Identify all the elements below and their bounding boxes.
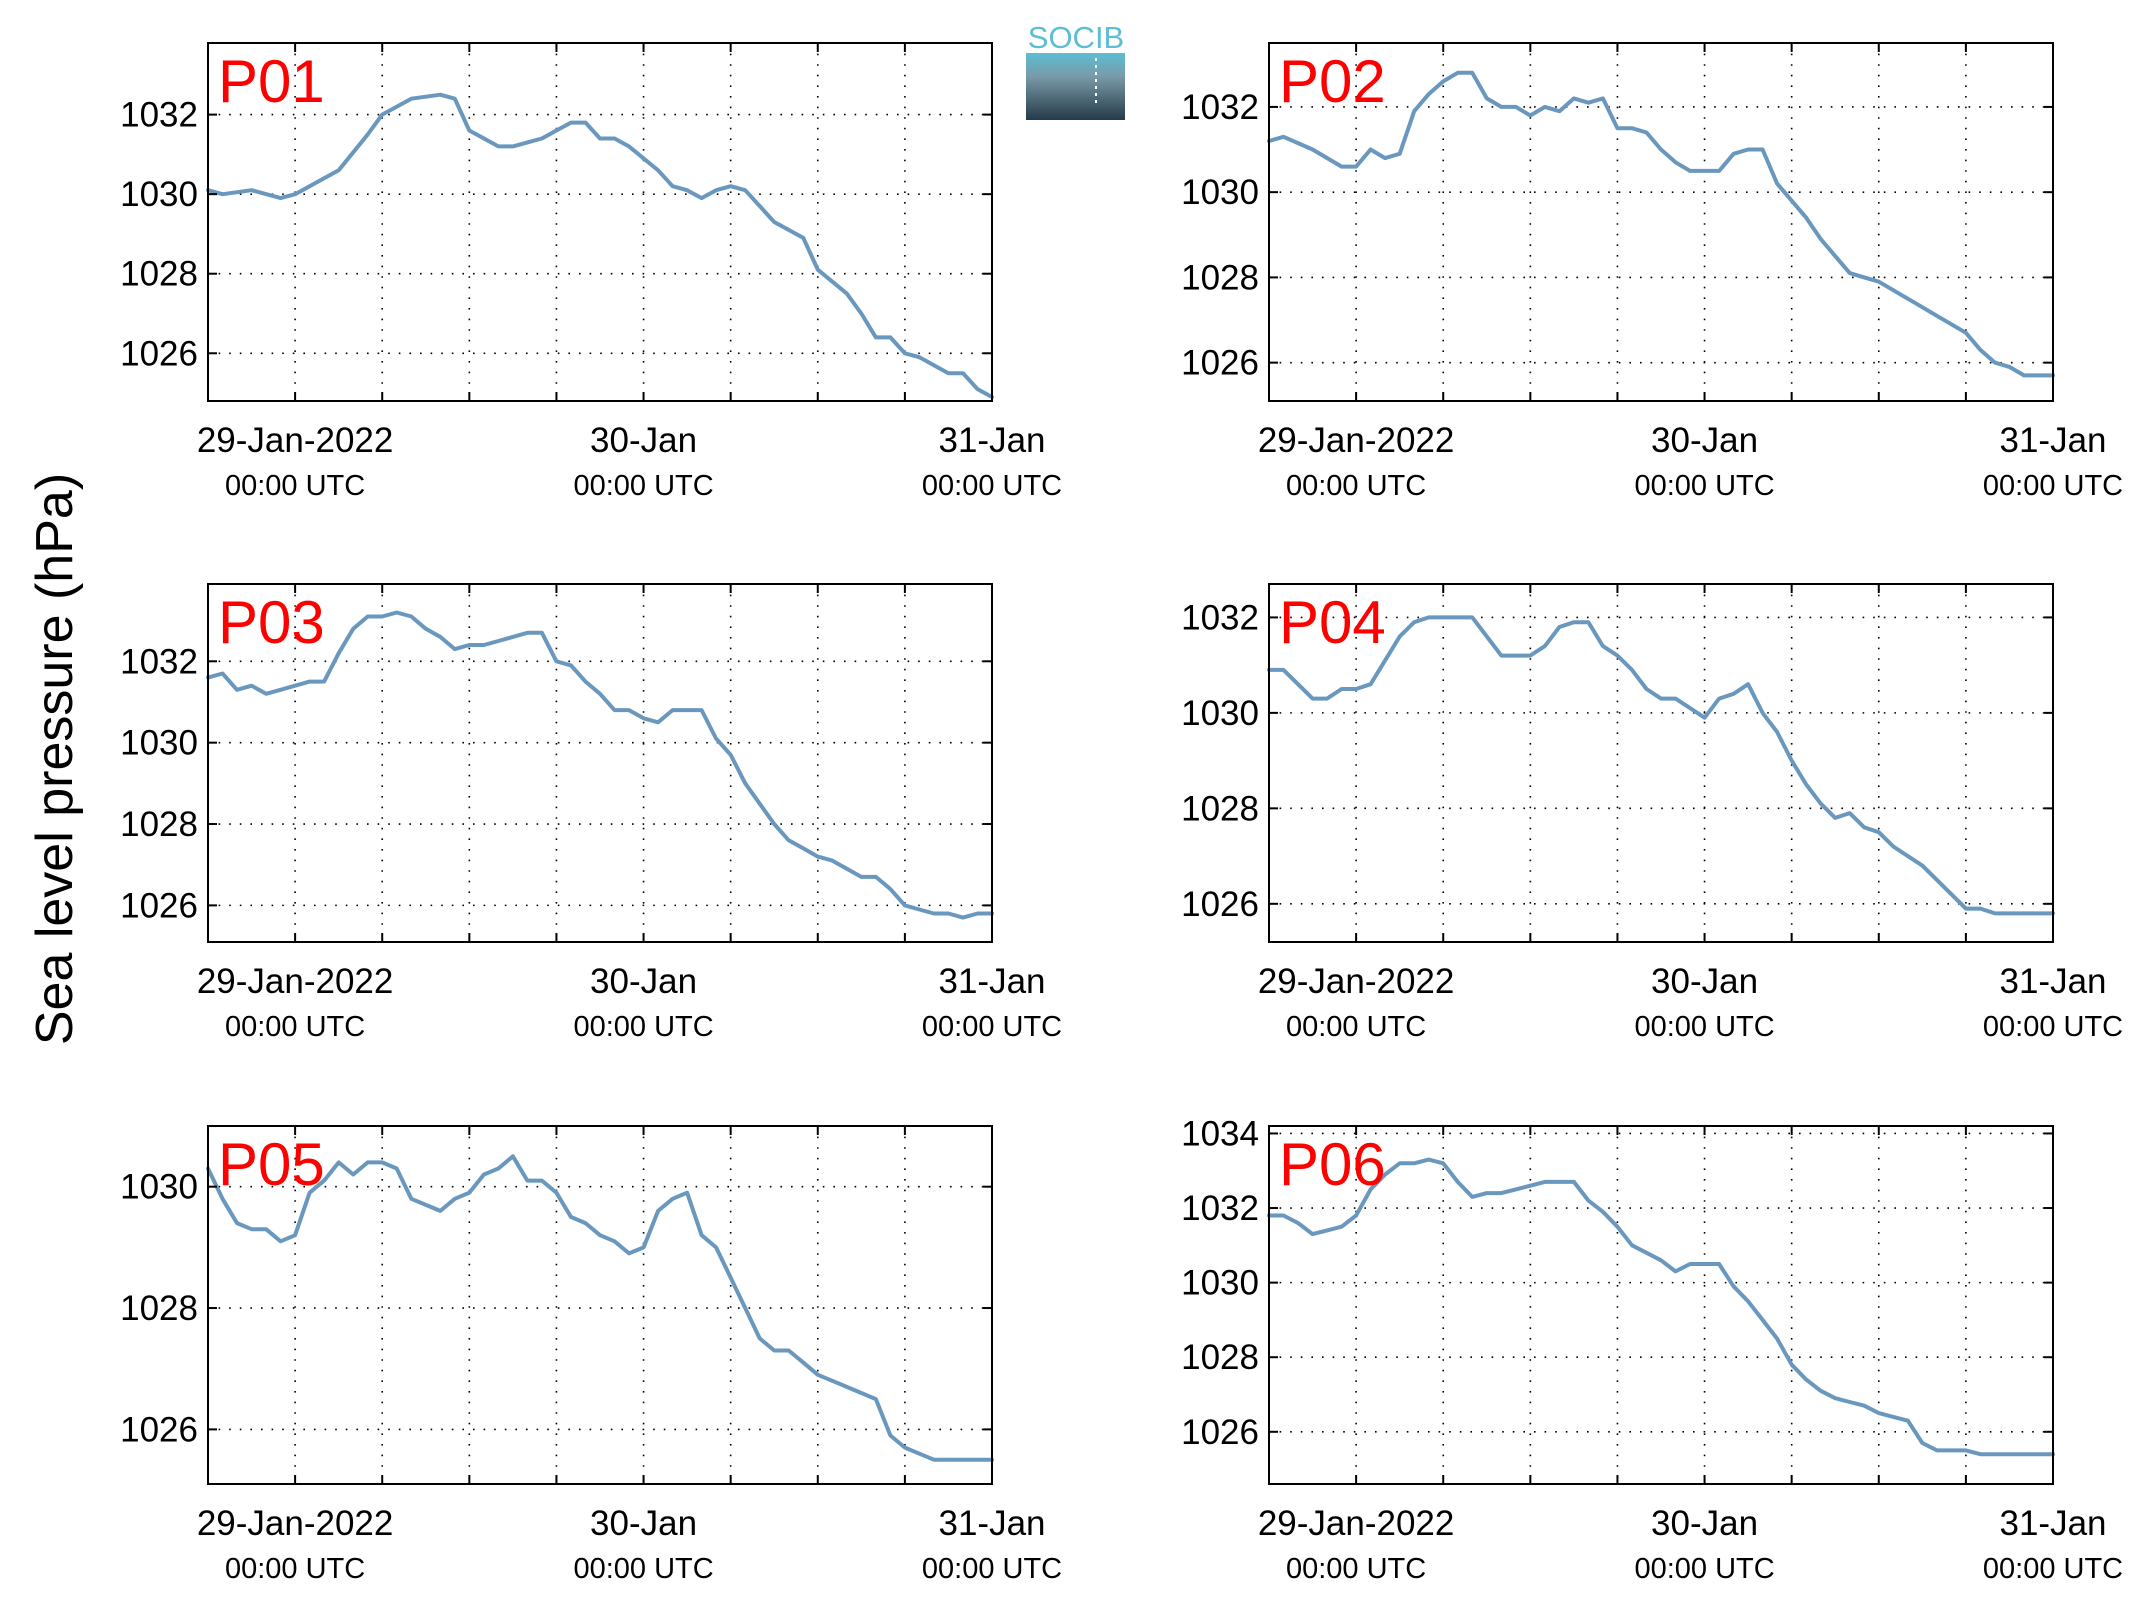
x-tick-label: 30-Jan bbox=[1651, 962, 1758, 1001]
x-tick-label: 31-Jan bbox=[1999, 421, 2106, 460]
y-tick-label: 1026 bbox=[120, 1410, 198, 1449]
x-tick-label: 30-Jan bbox=[1651, 1504, 1758, 1543]
y-tick-label: 1028 bbox=[1181, 1338, 1259, 1377]
panel-label-p02: P02 bbox=[1279, 48, 1386, 115]
x-tick-sublabel: 00:00 UTC bbox=[573, 1553, 713, 1585]
axes-frame-p01 bbox=[207, 42, 993, 402]
x-tick-label: 31-Jan bbox=[1999, 1504, 2106, 1543]
y-tick-label: 1030 bbox=[1181, 1264, 1259, 1303]
y-tick-label: 1032 bbox=[120, 642, 198, 681]
y-tick-label: 1032 bbox=[1181, 88, 1259, 127]
panel-label-p01: P01 bbox=[218, 48, 325, 115]
x-tick-label: 29-Jan-2022 bbox=[1258, 962, 1455, 1001]
x-tick-label: 31-Jan bbox=[938, 421, 1045, 460]
series-line-p06 bbox=[1267, 1157, 2055, 1457]
y-tick-label: 1032 bbox=[1181, 598, 1259, 637]
x-tick-label: 29-Jan-2022 bbox=[197, 1504, 394, 1543]
axes-frame-p05 bbox=[207, 1125, 993, 1485]
y-axis-title: Sea level pressure (hPa) bbox=[26, 473, 84, 1045]
x-tick-sublabel: 00:00 UTC bbox=[922, 1553, 1062, 1585]
grid-p04 bbox=[1269, 584, 2053, 942]
x-tick-label: 31-Jan bbox=[1999, 962, 2106, 1001]
axes-frame-p02 bbox=[1268, 42, 2054, 402]
panel-label-p05: P05 bbox=[218, 1131, 325, 1198]
grid-p01 bbox=[208, 43, 992, 401]
y-tick-label: 1030 bbox=[1181, 694, 1259, 733]
x-tick-sublabel: 00:00 UTC bbox=[1983, 1011, 2123, 1043]
y-tick-label: 1028 bbox=[120, 805, 198, 844]
grid-p03 bbox=[208, 584, 992, 942]
panel-p01: 1026 1028 1030 1032 29-Jan-2022 00:00 UTC 30-J… bbox=[120, 42, 1062, 502]
panel-p05: 1026 1028 1030 29-Jan-2022 00:00 UTC 30-Jan 00… bbox=[120, 1125, 1062, 1585]
panel-p06: 1026 1028 1030 1032 1034 29-Jan-2022 00:00 UTC… bbox=[1181, 1114, 2123, 1585]
x-tick-sublabel: 00:00 UTC bbox=[225, 470, 365, 502]
y-tick-label: 1030 bbox=[1181, 173, 1259, 212]
x-tick-sublabel: 00:00 UTC bbox=[1634, 470, 1774, 502]
x-tick-label: 31-Jan bbox=[938, 1504, 1045, 1543]
series-line-p04 bbox=[1267, 615, 2055, 916]
y-tick-label: 1026 bbox=[1181, 344, 1259, 383]
axes-frame-p04 bbox=[1268, 583, 2054, 943]
y-tick-label: 1028 bbox=[1181, 789, 1259, 828]
x-tick-label: 30-Jan bbox=[590, 421, 697, 460]
y-tick-label: 1028 bbox=[120, 1289, 198, 1328]
x-tick-sublabel: 00:00 UTC bbox=[225, 1553, 365, 1585]
panels: 1026 1028 1030 1032 29-Jan-2022 00:00 UTC 30-J… bbox=[120, 42, 2123, 1585]
grid-p06 bbox=[1269, 1126, 2053, 1484]
x-tick-label: 30-Jan bbox=[1651, 421, 1758, 460]
y-tick-label: 1026 bbox=[120, 334, 198, 373]
series-line-p03 bbox=[206, 610, 994, 920]
axes-frame-p03 bbox=[207, 583, 993, 943]
x-tick-label: 30-Jan bbox=[590, 962, 697, 1001]
panel-label-p03: P03 bbox=[218, 589, 325, 656]
x-tick-sublabel: 00:00 UTC bbox=[1286, 470, 1426, 502]
x-tick-sublabel: 00:00 UTC bbox=[1983, 1553, 2123, 1585]
series-line-p01 bbox=[206, 92, 994, 399]
y-tick-label: 1028 bbox=[1181, 258, 1259, 297]
socib-logo-text: SOCIB bbox=[1028, 20, 1124, 55]
x-tick-label: 29-Jan-2022 bbox=[197, 421, 394, 460]
y-tick-label: 1032 bbox=[120, 96, 198, 135]
y-tick-label: 1030 bbox=[120, 724, 198, 763]
x-tick-label: 29-Jan-2022 bbox=[197, 962, 394, 1001]
x-tick-sublabel: 00:00 UTC bbox=[225, 1011, 365, 1043]
x-tick-label: 30-Jan bbox=[590, 1504, 697, 1543]
y-tick-label: 1026 bbox=[1181, 885, 1259, 924]
x-tick-label: 29-Jan-2022 bbox=[1258, 421, 1455, 460]
panel-p03: 1026 1028 1030 1032 29-Jan-2022 00:00 UTC 30-J… bbox=[120, 583, 1062, 1043]
grid-p05 bbox=[208, 1126, 992, 1484]
y-tick-label: 1030 bbox=[120, 175, 198, 214]
socib-logo-mark bbox=[1026, 53, 1125, 120]
panel-p02: 1026 1028 1030 1032 29-Jan-2022 00:00 UTC 30-J… bbox=[1181, 42, 2123, 502]
x-tick-sublabel: 00:00 UTC bbox=[1286, 1553, 1426, 1585]
x-tick-label: 29-Jan-2022 bbox=[1258, 1504, 1455, 1543]
axes-frame-p06 bbox=[1268, 1125, 2054, 1485]
x-tick-label: 31-Jan bbox=[938, 962, 1045, 1001]
series-line-p02 bbox=[1267, 70, 2055, 378]
panel-p04: 1026 1028 1030 1032 29-Jan-2022 00:00 UTC 30-J… bbox=[1181, 583, 2123, 1043]
x-tick-sublabel: 00:00 UTC bbox=[573, 1011, 713, 1043]
panel-label-p06: P06 bbox=[1279, 1131, 1386, 1198]
x-tick-sublabel: 00:00 UTC bbox=[1983, 470, 2123, 502]
x-tick-sublabel: 00:00 UTC bbox=[573, 470, 713, 502]
x-tick-sublabel: 00:00 UTC bbox=[1286, 1011, 1426, 1043]
series-line-p05 bbox=[206, 1154, 994, 1462]
x-tick-sublabel: 00:00 UTC bbox=[922, 1011, 1062, 1043]
panel-label-p04: P04 bbox=[1279, 589, 1386, 656]
socib-logo: SOCIB bbox=[1026, 20, 1125, 120]
y-tick-label: 1030 bbox=[120, 1168, 198, 1207]
y-tick-label: 1026 bbox=[120, 886, 198, 925]
grid-p02 bbox=[1269, 43, 2053, 401]
y-tick-label: 1034 bbox=[1181, 1114, 1259, 1153]
y-tick-label: 1032 bbox=[1181, 1189, 1259, 1228]
x-tick-sublabel: 00:00 UTC bbox=[922, 470, 1062, 502]
y-tick-label: 1028 bbox=[120, 255, 198, 294]
x-tick-sublabel: 00:00 UTC bbox=[1634, 1011, 1774, 1043]
y-tick-label: 1026 bbox=[1181, 1413, 1259, 1452]
x-tick-sublabel: 00:00 UTC bbox=[1634, 1553, 1774, 1585]
